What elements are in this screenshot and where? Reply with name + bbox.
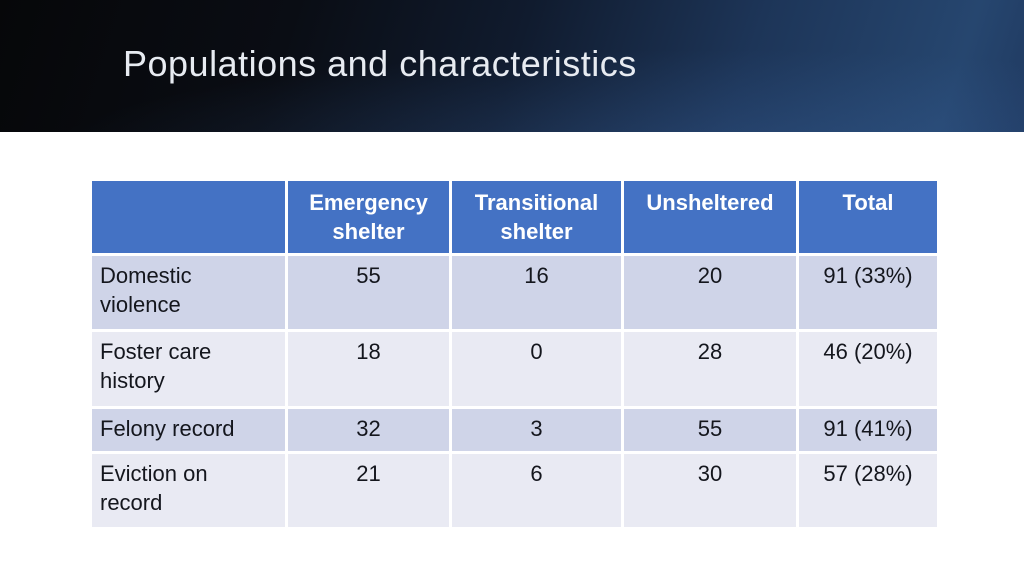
row-label: Eviction on record xyxy=(89,451,288,530)
cell-value: 57 (28%) xyxy=(796,451,940,530)
title-banner: Populations and characteristics xyxy=(0,0,1024,132)
cell-value: 16 xyxy=(449,253,624,332)
table-corner-cell xyxy=(89,178,288,256)
column-header-transitional-shelter: Transitional shelter xyxy=(449,178,624,256)
cell-value: 6 xyxy=(449,451,624,530)
cell-value: 91 (41%) xyxy=(796,406,940,454)
table-header-row: Emergency shelter Transitional shelter U… xyxy=(89,178,940,256)
cell-value: 21 xyxy=(285,451,452,530)
table-row-domestic-violence: Domestic violence 55 16 20 91 (33%) xyxy=(89,253,940,332)
cell-value: 20 xyxy=(621,253,799,332)
column-header-emergency-shelter: Emergency shelter xyxy=(285,178,452,256)
cell-value: 18 xyxy=(285,329,452,409)
cell-value: 30 xyxy=(621,451,799,530)
cell-value: 28 xyxy=(621,329,799,409)
table-row-foster-care-history: Foster care history 18 0 28 46 (20%) xyxy=(89,329,940,409)
row-label: Felony record xyxy=(89,406,288,454)
cell-value: 55 xyxy=(285,253,452,332)
cell-value: 91 (33%) xyxy=(796,253,940,332)
cell-value: 0 xyxy=(449,329,624,409)
slide-title: Populations and characteristics xyxy=(123,43,637,84)
table-row-felony-record: Felony record 32 3 55 91 (41%) xyxy=(89,406,940,454)
cell-value: 32 xyxy=(285,406,452,454)
table-row-eviction-on-record: Eviction on record 21 6 30 57 (28%) xyxy=(89,451,940,530)
cell-value: 55 xyxy=(621,406,799,454)
row-label: Foster care history xyxy=(89,329,288,409)
column-header-unsheltered: Unsheltered xyxy=(621,178,799,256)
cell-value: 46 (20%) xyxy=(796,329,940,409)
cell-value: 3 xyxy=(449,406,624,454)
column-header-total: Total xyxy=(796,178,940,256)
row-label: Domestic violence xyxy=(89,253,288,332)
populations-table: Emergency shelter Transitional shelter U… xyxy=(89,178,940,530)
